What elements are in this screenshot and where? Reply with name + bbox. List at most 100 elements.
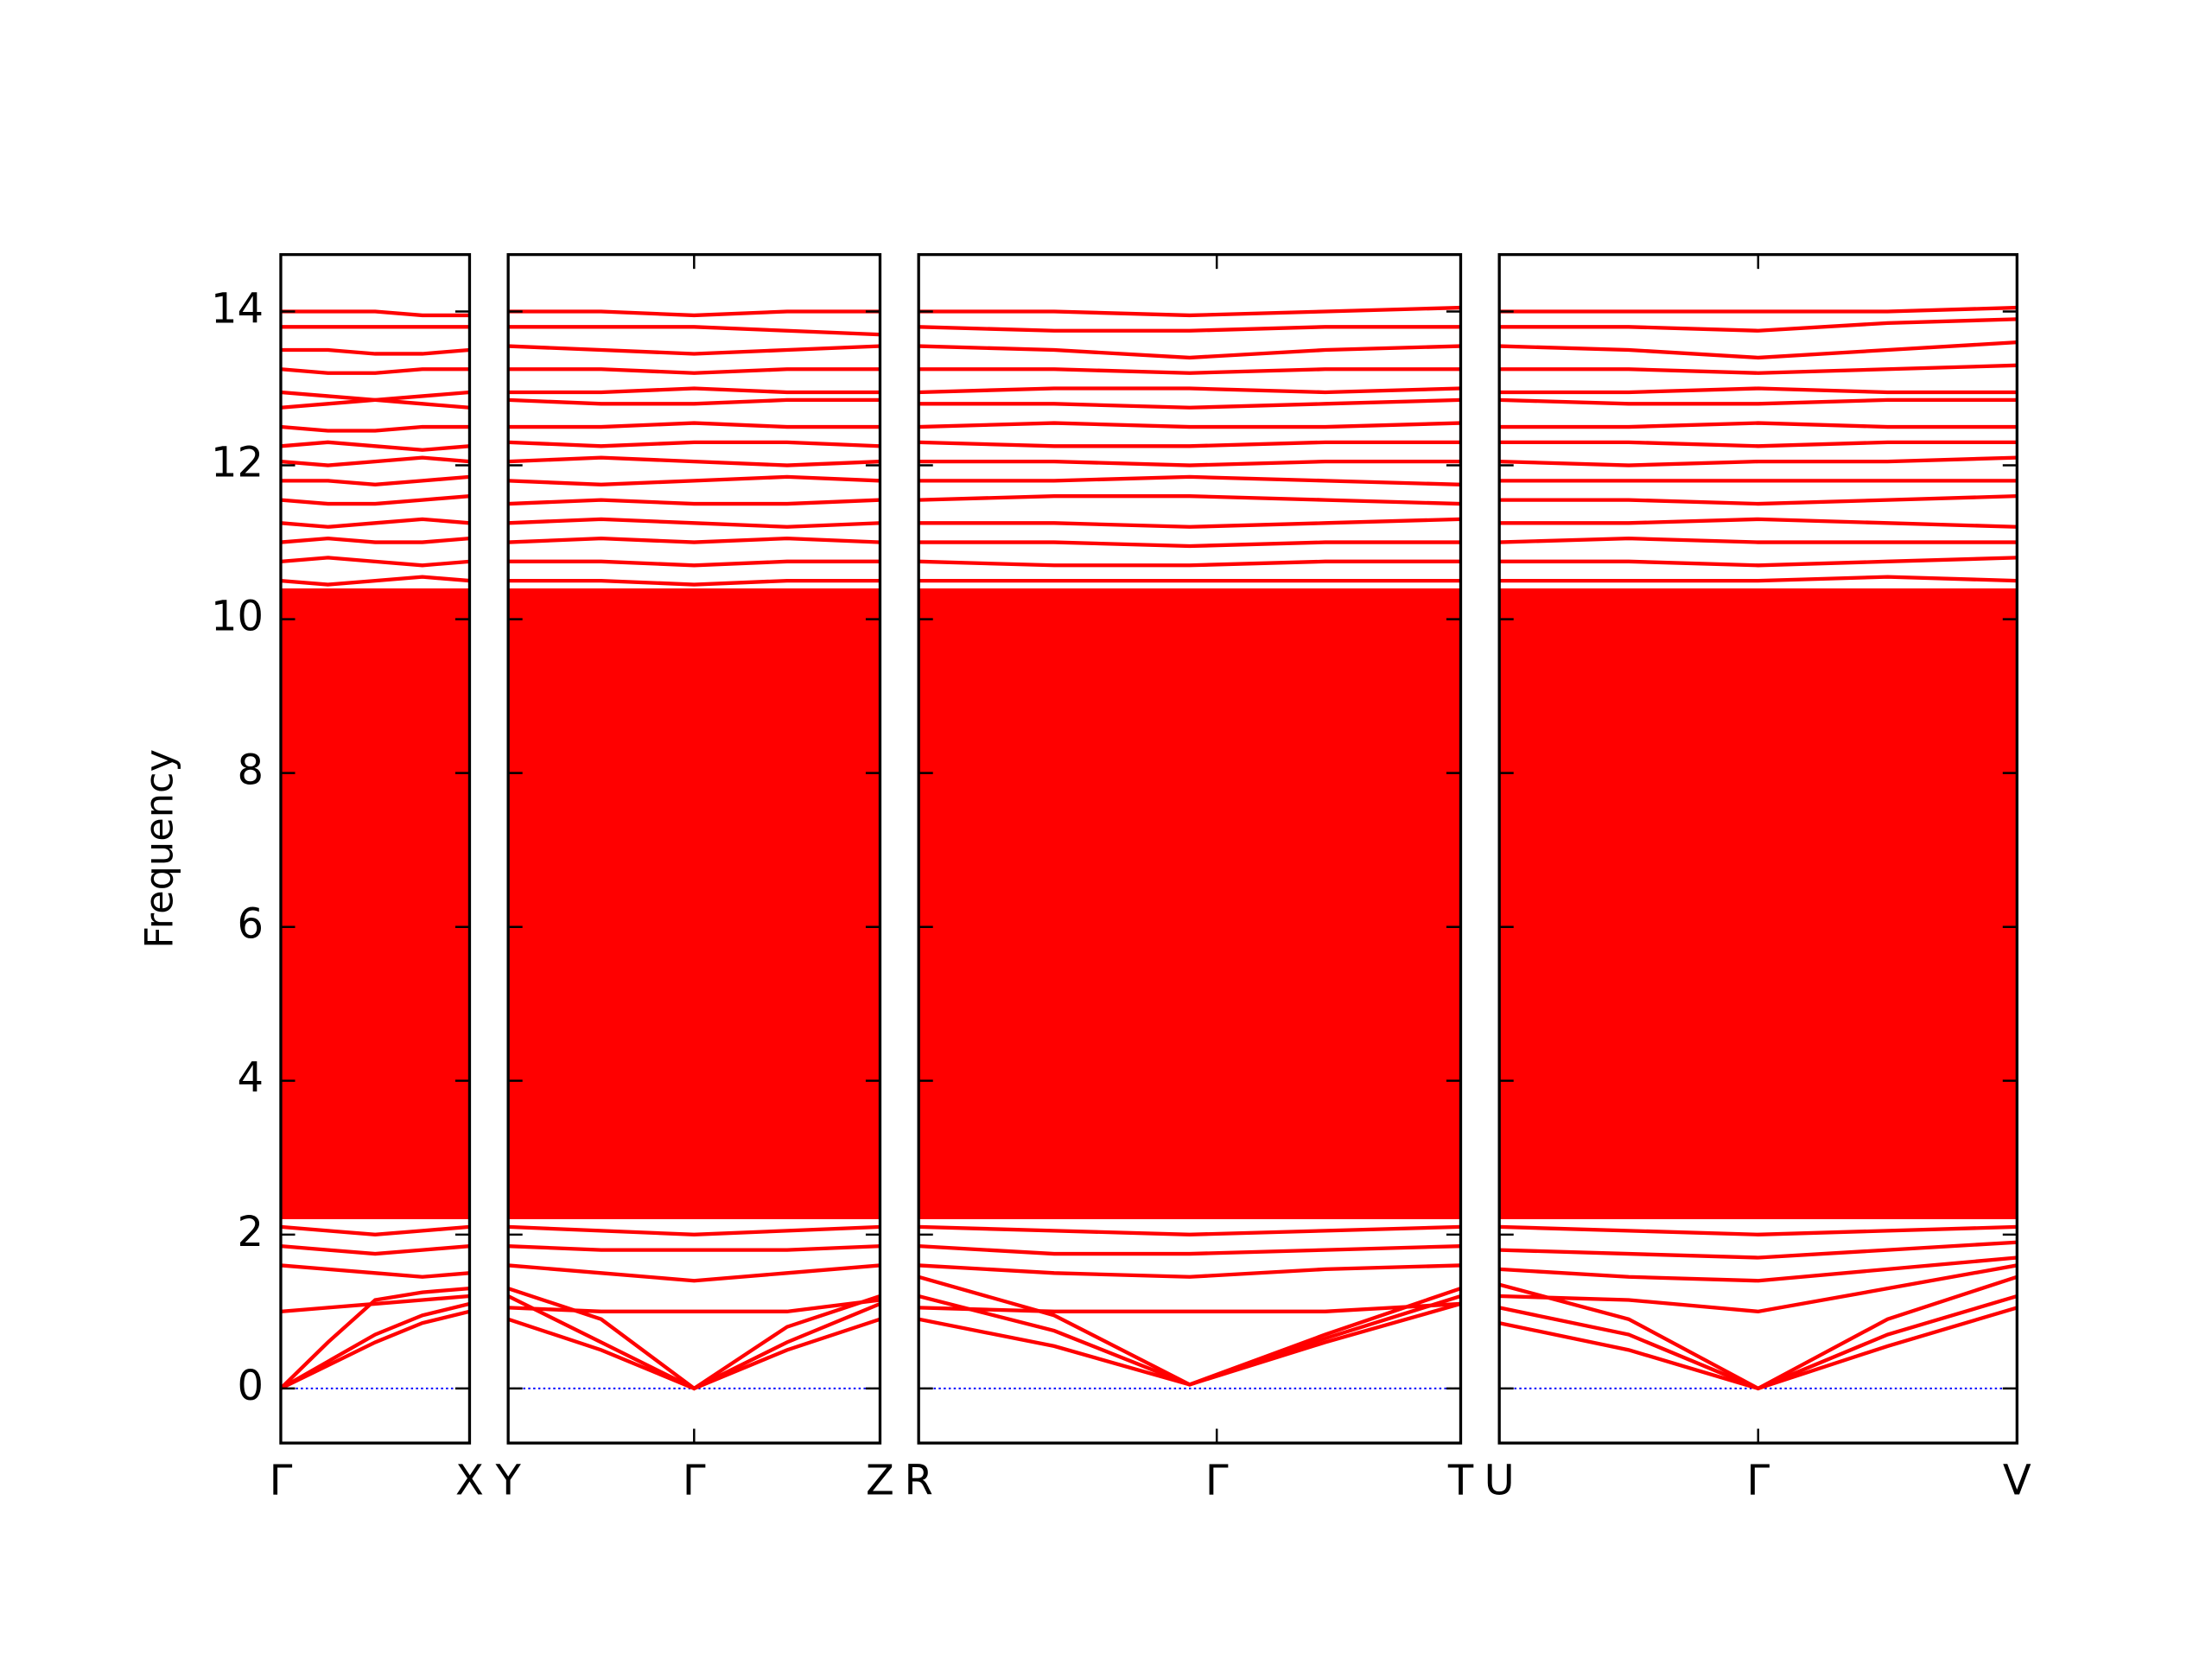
dense-band-region bbox=[1499, 588, 2018, 1220]
band bbox=[280, 1309, 470, 1390]
band bbox=[1499, 1274, 2018, 1391]
band bbox=[1499, 1255, 2018, 1283]
band bbox=[918, 386, 1461, 395]
band bbox=[508, 1244, 880, 1252]
band bbox=[508, 367, 880, 375]
band bbox=[280, 474, 470, 486]
y-tick-label: 4 bbox=[238, 1054, 264, 1103]
band bbox=[1499, 517, 2018, 529]
y-tick-label: 10 bbox=[211, 593, 264, 641]
band bbox=[508, 498, 880, 506]
band bbox=[1499, 556, 2018, 568]
plot-area bbox=[508, 309, 880, 1391]
x-tick-label: R bbox=[904, 1456, 932, 1504]
band bbox=[1499, 421, 2018, 429]
band bbox=[508, 325, 880, 337]
band bbox=[918, 397, 1461, 410]
band bbox=[508, 578, 880, 587]
band bbox=[508, 1224, 880, 1236]
band bbox=[508, 344, 880, 356]
band bbox=[918, 421, 1461, 429]
band bbox=[918, 344, 1461, 360]
y-tick-label: 14 bbox=[211, 284, 264, 333]
band bbox=[280, 309, 470, 318]
band bbox=[280, 575, 470, 587]
band bbox=[280, 347, 470, 356]
band bbox=[918, 367, 1461, 375]
axes-frame bbox=[279, 252, 472, 1445]
dense-band-region bbox=[280, 588, 470, 1220]
band bbox=[1499, 575, 2018, 583]
band bbox=[280, 455, 470, 467]
band bbox=[918, 1224, 1461, 1236]
dense-band-region bbox=[918, 588, 1461, 1220]
band bbox=[1499, 305, 2018, 314]
band bbox=[1499, 455, 2018, 467]
band bbox=[508, 559, 880, 568]
band bbox=[280, 440, 470, 452]
band bbox=[1499, 440, 2018, 448]
x-tick-label: T bbox=[1447, 1456, 1474, 1504]
band bbox=[280, 536, 470, 544]
band bbox=[918, 474, 1461, 486]
band bbox=[508, 1263, 880, 1283]
band bbox=[508, 455, 880, 467]
band bbox=[918, 459, 1461, 467]
band bbox=[508, 517, 880, 529]
band bbox=[280, 517, 470, 529]
plot-area bbox=[918, 305, 1461, 1389]
band bbox=[1499, 1263, 2018, 1314]
band bbox=[918, 305, 1461, 318]
axes-frame bbox=[917, 252, 1463, 1445]
band bbox=[280, 1224, 470, 1236]
band bbox=[918, 494, 1461, 506]
band bbox=[918, 559, 1461, 568]
band bbox=[1499, 317, 2018, 333]
band bbox=[280, 1294, 470, 1313]
band bbox=[508, 1317, 880, 1391]
band bbox=[1499, 1240, 2018, 1260]
plot-area bbox=[280, 309, 470, 1390]
band bbox=[1499, 536, 2018, 544]
y-tick-label: 6 bbox=[238, 900, 264, 949]
y-tick-label: 8 bbox=[238, 747, 264, 795]
band bbox=[1499, 340, 2018, 360]
band bbox=[918, 517, 1461, 529]
x-tick-label: V bbox=[2003, 1456, 2031, 1504]
band bbox=[280, 1286, 470, 1390]
band bbox=[280, 1301, 470, 1390]
band bbox=[918, 325, 1461, 333]
band bbox=[918, 1274, 1461, 1387]
y-axis-label: Frequency bbox=[137, 749, 182, 949]
band bbox=[508, 1298, 880, 1313]
band bbox=[280, 367, 470, 375]
band bbox=[508, 536, 880, 544]
x-tick-label: Γ bbox=[1746, 1456, 1770, 1504]
band bbox=[280, 1244, 470, 1256]
dense-band-region bbox=[508, 588, 880, 1220]
x-tick-label: Γ bbox=[683, 1456, 706, 1504]
x-tick-label: Γ bbox=[270, 1456, 293, 1504]
x-tick-label: Y bbox=[494, 1456, 521, 1504]
band bbox=[508, 474, 880, 486]
band bbox=[918, 1301, 1461, 1313]
band bbox=[280, 390, 470, 410]
band bbox=[508, 309, 880, 318]
band bbox=[918, 540, 1461, 549]
band bbox=[508, 397, 880, 406]
band bbox=[918, 1244, 1461, 1256]
band bbox=[1499, 494, 2018, 506]
band bbox=[280, 424, 470, 433]
band bbox=[1499, 1224, 2018, 1236]
y-tick-label: 0 bbox=[238, 1362, 264, 1410]
plot-area bbox=[1499, 305, 2018, 1391]
band bbox=[508, 421, 880, 429]
band bbox=[508, 440, 880, 448]
y-tick-label: 2 bbox=[238, 1208, 264, 1256]
band bbox=[1499, 397, 2018, 406]
band bbox=[280, 556, 470, 568]
band bbox=[280, 494, 470, 506]
band bbox=[1499, 363, 2018, 375]
band bbox=[918, 440, 1461, 448]
